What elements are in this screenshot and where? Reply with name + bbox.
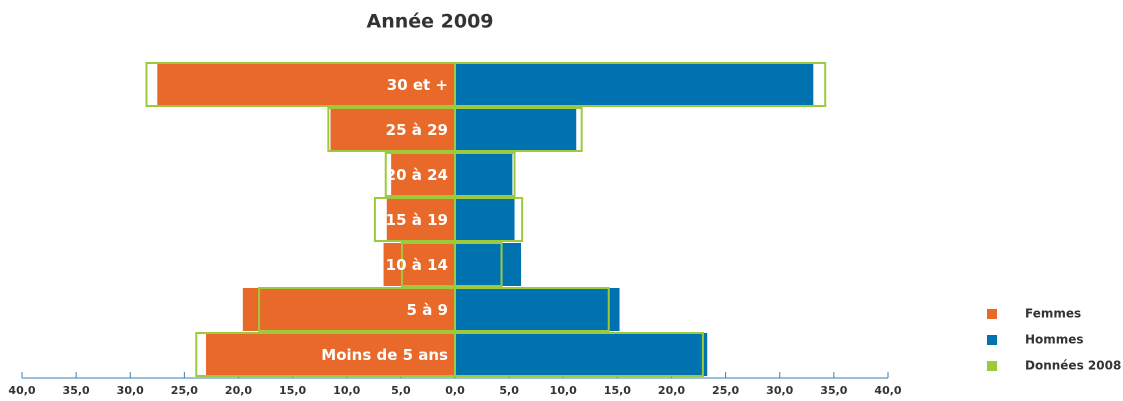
- outline-2008-hommes: [454, 152, 516, 197]
- outline-2008-hommes: [454, 62, 827, 107]
- x-tick-label: 15,0: [604, 384, 631, 397]
- x-tick-label: 20,0: [225, 384, 252, 397]
- category-label: 25 à 29: [386, 121, 448, 139]
- outline-2008-hommes: [454, 242, 503, 287]
- category-label: 5 à 9: [407, 301, 448, 319]
- x-tick-label: 30,0: [766, 384, 793, 397]
- outline-2008-hommes: [454, 287, 610, 332]
- x-tick-label: 15,0: [279, 384, 306, 397]
- category-label: Moins de 5 ans: [321, 346, 448, 364]
- bar-hommes: [455, 333, 708, 376]
- x-tick-label: 5,0: [391, 384, 411, 397]
- bar-hommes: [455, 243, 522, 286]
- category-label: 10 à 14: [386, 256, 448, 274]
- legend-swatch: [987, 335, 997, 345]
- bar-femmes: [206, 333, 455, 376]
- outline-2008-hommes: [454, 332, 704, 377]
- bar-femmes: [330, 108, 455, 151]
- legend-label: Hommes: [1025, 333, 1084, 347]
- category-label: 15 à 19: [386, 211, 448, 229]
- bar-femmes: [386, 198, 455, 241]
- bar-hommes: [455, 108, 577, 151]
- chart-title: Année 2009: [366, 11, 493, 33]
- x-tick-label: 25,0: [712, 384, 739, 397]
- bar-femmes: [242, 288, 455, 331]
- x-tick-label: 35,0: [820, 384, 847, 397]
- x-tick-label: 10,0: [333, 384, 360, 397]
- legend-swatch: [987, 361, 997, 371]
- legend-label: Femmes: [1025, 307, 1081, 321]
- bar-hommes: [455, 63, 814, 106]
- x-tick-label: 40,0: [8, 384, 35, 397]
- bar-femmes: [391, 153, 455, 196]
- x-tick-label: 5,0: [499, 384, 519, 397]
- category-label: 30 et +: [387, 76, 448, 94]
- bar-femmes: [383, 243, 455, 286]
- x-tick-label: 20,0: [658, 384, 685, 397]
- legend-label: Données 2008: [1025, 359, 1121, 373]
- x-tick-label: 40,0: [874, 384, 901, 397]
- x-tick-label: 0,0: [445, 384, 465, 397]
- bar-hommes: [455, 153, 513, 196]
- bar-hommes: [455, 198, 515, 241]
- x-tick-label: 10,0: [550, 384, 577, 397]
- bar-hommes: [455, 288, 620, 331]
- x-tick-label: 25,0: [171, 384, 198, 397]
- legend-swatch: [987, 309, 997, 319]
- category-label: 20 à 24: [386, 166, 448, 184]
- x-tick-label: 35,0: [63, 384, 90, 397]
- outline-2008-hommes: [454, 107, 583, 152]
- bar-femmes: [157, 63, 455, 106]
- x-tick-label: 30,0: [117, 384, 144, 397]
- outline-2008-hommes: [454, 197, 524, 242]
